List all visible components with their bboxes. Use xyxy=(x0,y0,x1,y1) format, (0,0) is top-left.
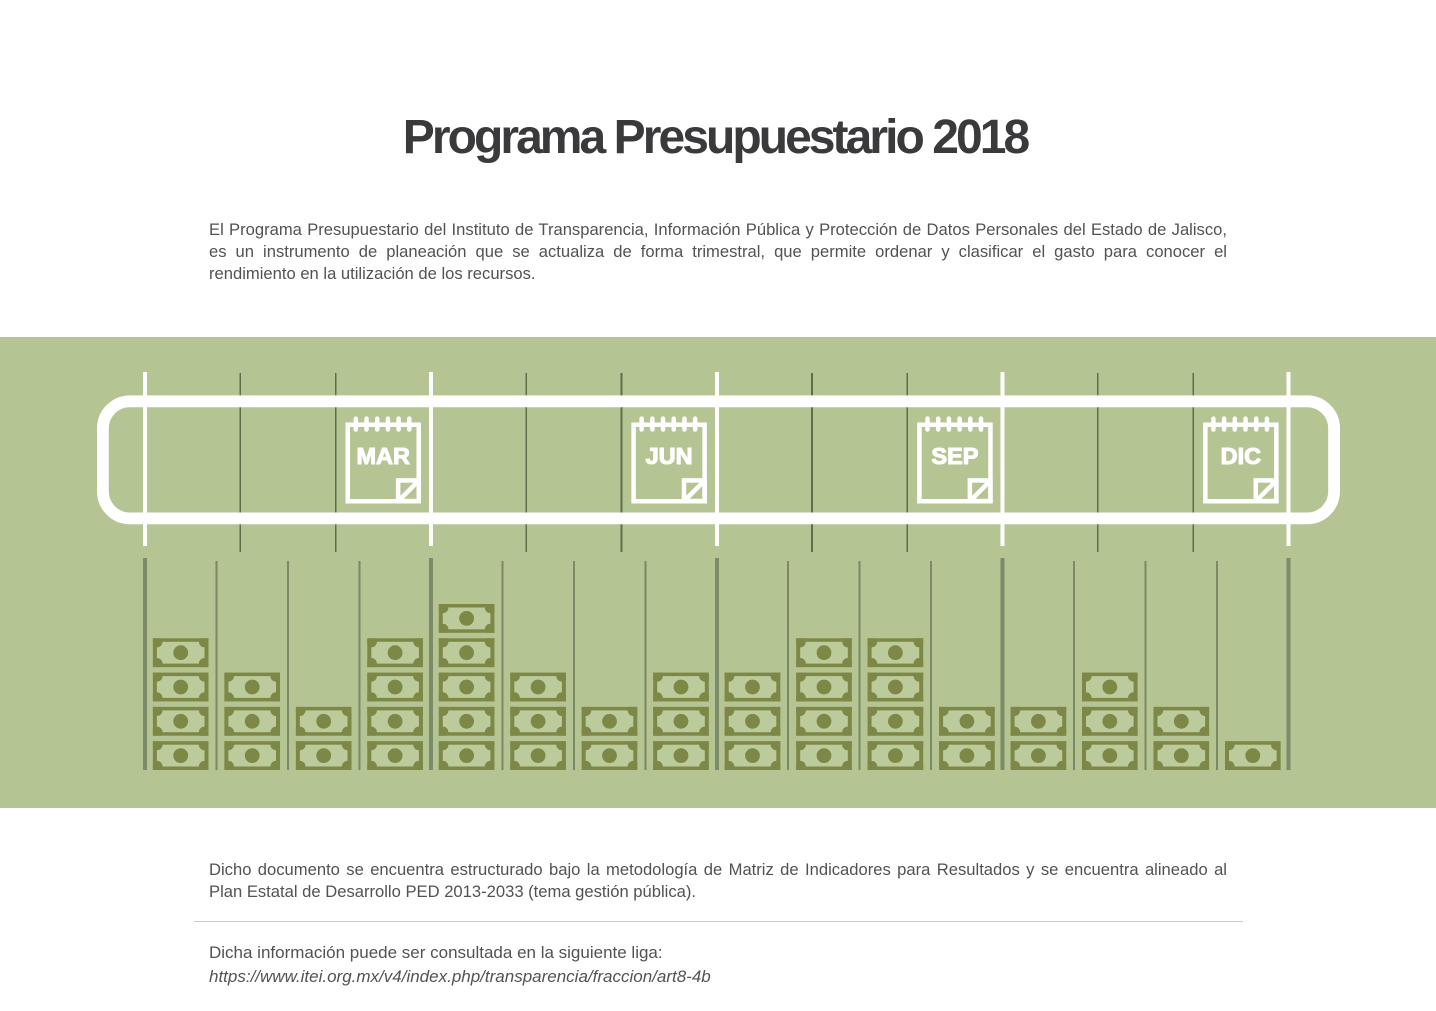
svg-text:JUN: JUN xyxy=(646,443,693,469)
svg-text:DIC: DIC xyxy=(1221,443,1262,469)
svg-text:SEP: SEP xyxy=(931,443,978,469)
svg-text:MAR: MAR xyxy=(356,443,410,469)
